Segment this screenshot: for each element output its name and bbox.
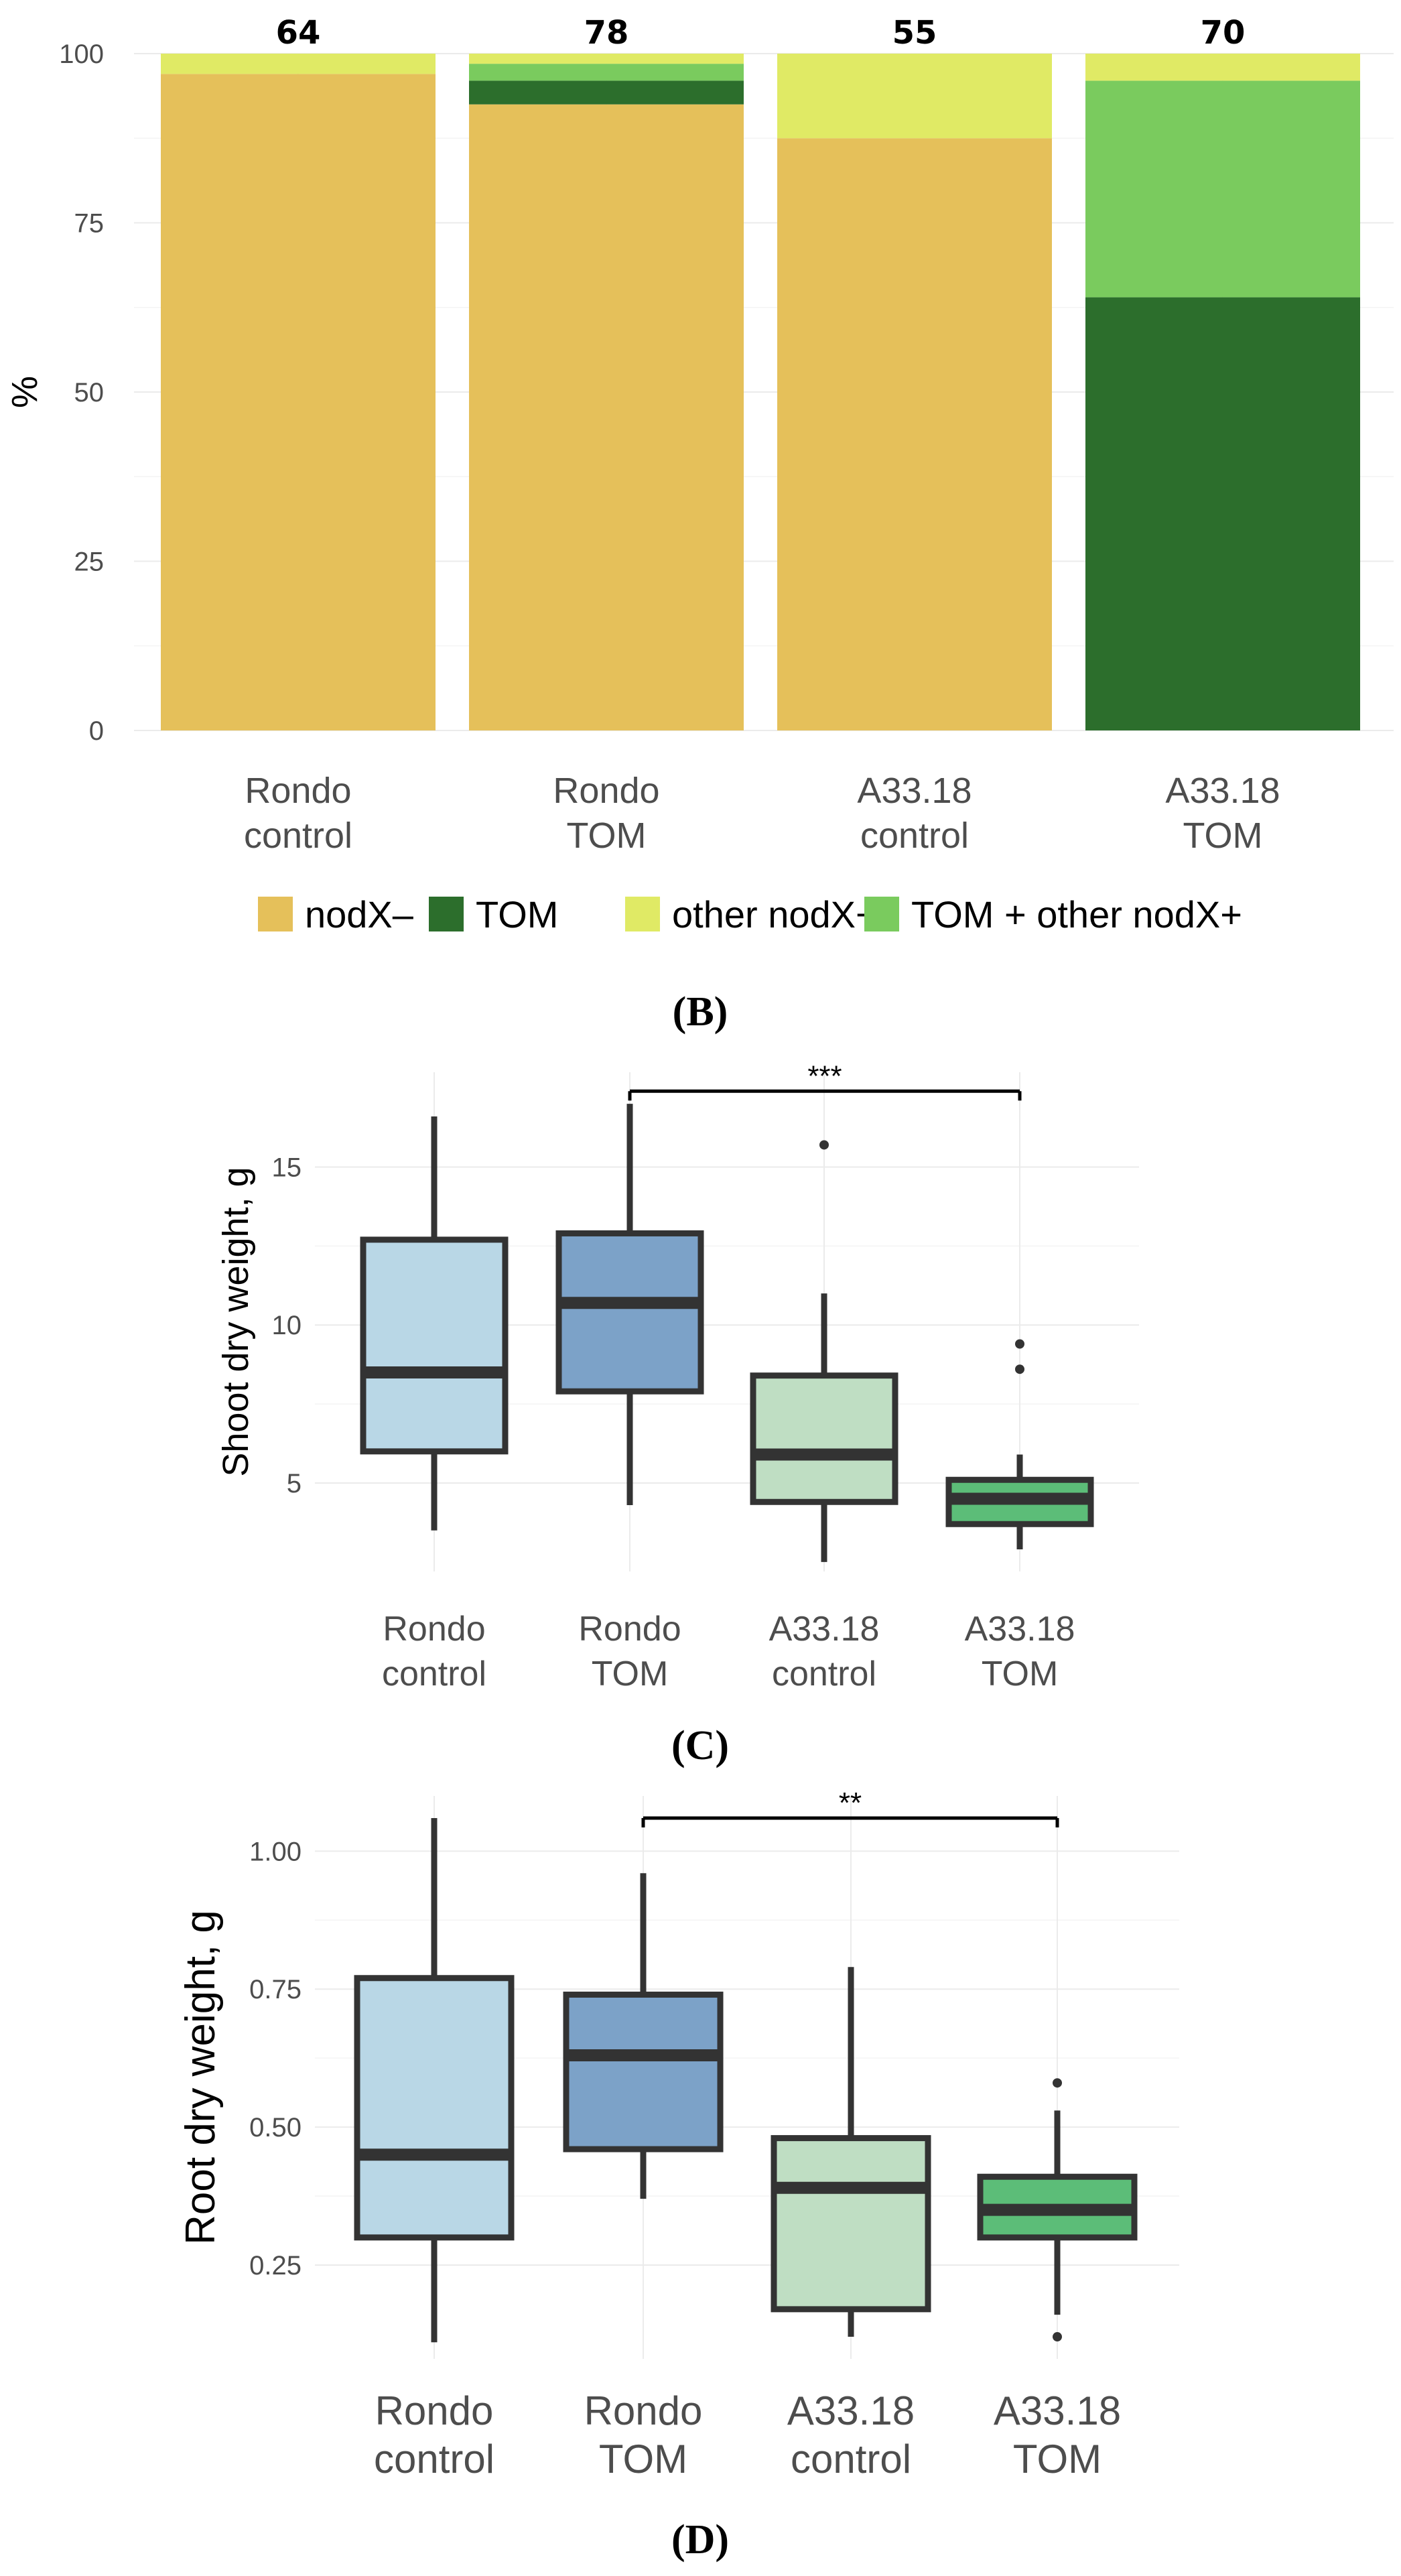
box [563,1991,724,2152]
x-tick-label: control [860,816,969,856]
x-tick-label: A33.18 [1165,771,1280,811]
box [750,1372,898,1505]
y-tick-label: 15 [272,1153,302,1182]
outlier-point [1015,1339,1024,1349]
legend-label: TOM + other nodX+ [911,893,1242,936]
y-tick-label: 5 [287,1469,302,1498]
legend-swatch [429,897,464,931]
y-tick-label: 0 [89,716,104,746]
x-tick-label: TOM [592,1655,669,1693]
bar-segment [1085,54,1360,81]
x-tick-label: A33.18 [787,2388,915,2433]
x-tick-label: Rondo [578,1610,681,1649]
y-tick-label: 50 [74,378,105,407]
bar-total-label: 78 [584,14,629,52]
legend-label: other nodX+ [672,893,878,936]
y-axis-label: % [5,376,45,408]
bar-segment [161,74,436,731]
legend-swatch [625,897,660,931]
panel-label: (B) [673,989,728,1035]
significance-label: ** [839,1787,862,1819]
x-tick-label: control [374,2437,494,2482]
legend-swatch [258,897,293,931]
bar-segment [1085,297,1360,731]
y-axis-label: Shoot dry weight, g [216,1167,256,1476]
bar-total-label: 70 [1201,14,1246,52]
y-tick-label: 100 [59,40,104,69]
bar-segment [469,64,744,81]
box [555,1230,704,1395]
x-tick-label: Rondo [383,1610,485,1649]
y-tick-label: 75 [74,209,105,239]
x-tick-label: TOM [567,816,647,856]
x-tick-label: control [772,1655,876,1693]
outlier-point [1015,1364,1024,1374]
outlier-point [1053,2078,1062,2088]
x-tick-label: TOM [1183,816,1263,856]
x-tick-label: A33.18 [769,1610,880,1649]
x-tick-label: control [791,2437,911,2482]
bar-segment [469,104,744,730]
x-tick-label: TOM [599,2437,687,2482]
outlier-point [819,1140,829,1150]
bar-segment [1085,80,1360,298]
x-tick-label: TOM [982,1655,1059,1693]
outlier-point [1053,2332,1062,2342]
y-tick-label: 0.50 [249,2113,302,2142]
bar-segment [777,54,1052,139]
box [771,2135,931,2313]
y-axis-label: Root dry weight, g [178,1910,224,2245]
y-tick-label: 0.75 [249,1975,302,2004]
y-tick-label: 0.25 [249,2251,302,2280]
bar-segment [469,80,744,105]
y-tick-label: 25 [74,548,105,577]
bar-segment [469,54,744,64]
legend-label: TOM [476,893,558,936]
significance-label: *** [807,1059,842,1092]
x-tick-label: A33.18 [965,1610,1075,1649]
x-tick-label: Rondo [375,2388,494,2433]
x-tick-label: Rondo [584,2388,703,2433]
panel-label: (C) [671,1723,729,1768]
bar-segment [161,54,436,74]
x-tick-label: A33.18 [857,771,972,811]
x-tick-label: Rondo [245,771,351,811]
box [360,1236,509,1455]
legend-swatch [864,897,899,931]
bar-segment [777,138,1052,730]
panel-label: (D) [671,2517,729,2563]
bar-total-label: 55 [892,14,937,52]
legend-label: nodX– [305,893,414,936]
y-tick-label: 1.00 [249,1837,302,1866]
x-tick-label: control [244,816,352,856]
bar-total-label: 64 [276,14,321,52]
y-tick-label: 10 [272,1311,302,1340]
x-tick-label: A33.18 [994,2388,1121,2433]
x-tick-label: TOM [1013,2437,1102,2482]
x-tick-label: control [382,1655,486,1693]
box [354,1975,515,2241]
x-tick-label: Rondo [553,771,659,811]
